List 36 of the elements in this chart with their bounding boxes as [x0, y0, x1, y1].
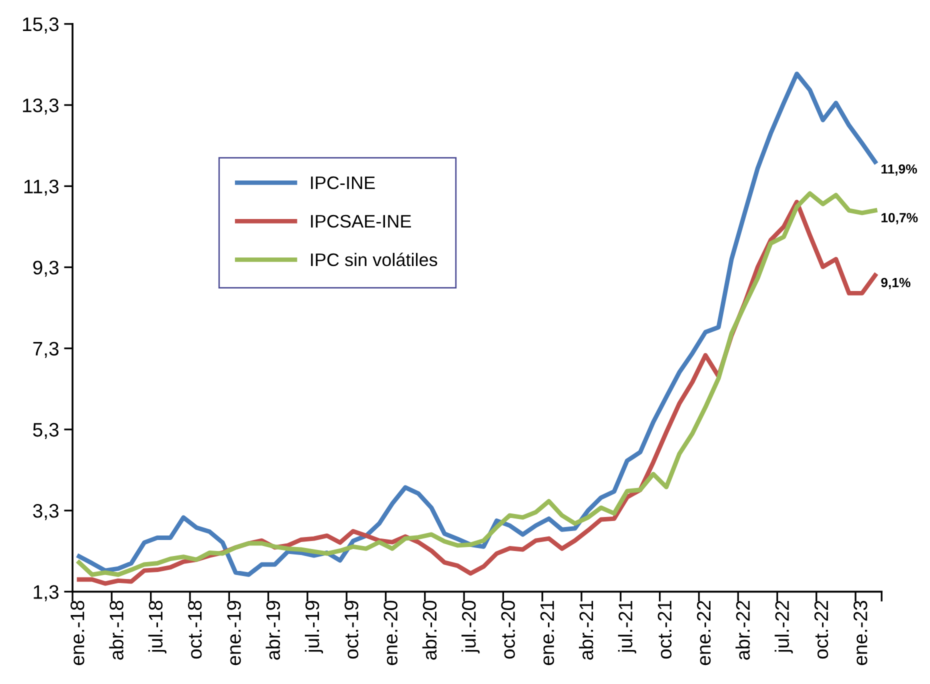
- x-tick-label: oct.-20: [501, 600, 515, 659]
- x-tick-label: abr.-18: [109, 600, 124, 660]
- x-tick-label: jul.-21: [618, 600, 636, 654]
- x-tick-label: oct.-18: [188, 600, 202, 659]
- line-series: [76, 72, 878, 577]
- x-tick-label: abr.-19: [266, 600, 280, 660]
- x-tick-label: oct.-22: [814, 600, 828, 659]
- y-tick-label: 13,3: [22, 98, 58, 115]
- x-tick-label: jul.-18: [148, 600, 166, 654]
- y-tick-label: 9,3: [33, 260, 58, 277]
- y-tick-label: 5,3: [33, 422, 58, 439]
- y-tick-label: 11,3: [24, 180, 58, 196]
- x-tick-label: oct.-19: [344, 600, 358, 659]
- x-tick-label: ene.-21: [540, 600, 554, 666]
- data-label: 9,1%: [881, 278, 910, 290]
- data-label: 10,7%: [882, 213, 918, 224]
- x-tick-label: ene.-18: [70, 600, 84, 666]
- x-tick-label: oct.-21: [658, 600, 672, 659]
- x-tick-label: jul.-20: [462, 600, 480, 654]
- x-tick-label: jul.-19: [304, 600, 324, 654]
- y-tick-label: 3,3: [33, 504, 58, 520]
- y-tick-label: 1,3: [34, 585, 58, 602]
- y-tick-label: 7,3: [33, 342, 58, 358]
- x-tick-label: abr.-20: [422, 600, 437, 660]
- legend-label: IPC-INE: [311, 176, 375, 190]
- data-label: 11,9%: [882, 164, 918, 176]
- x-tick-label: ene.-23: [854, 600, 868, 666]
- legend-label: IPCSAE-INE: [311, 214, 411, 228]
- x-tick-label: abr.-22: [736, 600, 750, 660]
- x-tick-label: ene.-19: [227, 600, 241, 666]
- x-tick-label: ene.-20: [384, 600, 398, 666]
- x-tick-label: jul.-22: [774, 600, 793, 654]
- legend-label: IPC sin volátiles: [311, 252, 438, 266]
- x-tick-label: abr.-21: [578, 600, 594, 660]
- y-tick-label: 15,3: [22, 17, 58, 34]
- x-tick-label: ene.-22: [696, 600, 711, 666]
